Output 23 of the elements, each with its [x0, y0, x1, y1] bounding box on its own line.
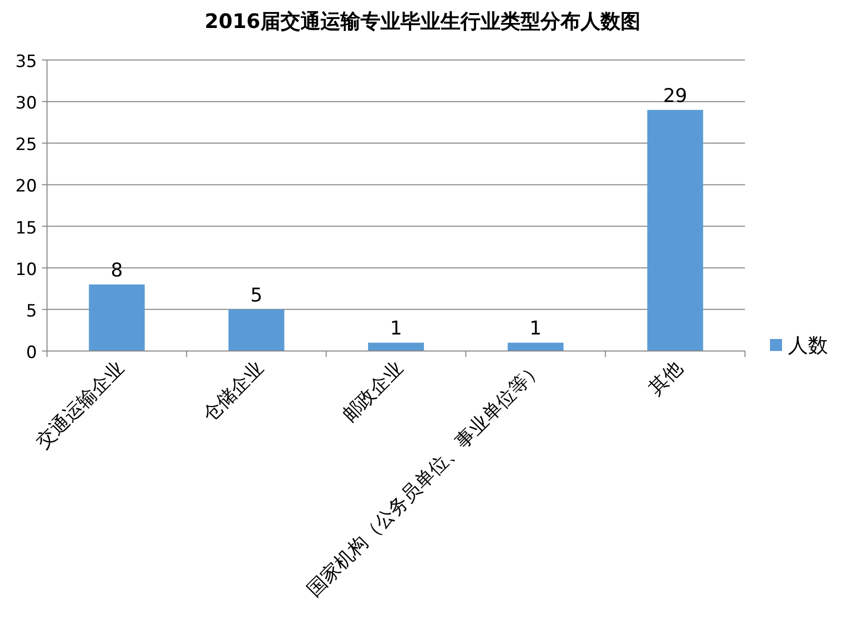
bar	[508, 342, 564, 351]
x-tick-label: 其他	[644, 356, 687, 400]
chart-title: 2016届交通运输专业毕业生行业类型分布人数图	[204, 9, 640, 33]
y-tick-label: 5	[26, 301, 37, 322]
data-label: 1	[390, 318, 402, 340]
y-tick-label: 15	[15, 218, 37, 238]
data-label: 5	[250, 284, 262, 306]
bar	[647, 110, 704, 351]
y-tick-label: 10	[15, 260, 37, 280]
y-tick-label: 30	[15, 94, 37, 114]
bar	[88, 284, 145, 351]
bar	[368, 342, 424, 351]
y-tick-label: 25	[15, 135, 37, 156]
data-label: 1	[530, 318, 542, 340]
bar	[228, 309, 284, 351]
x-tick-label: 仓储企业	[198, 356, 268, 426]
data-label: 8	[110, 259, 123, 282]
y-tick-label: 0	[26, 343, 37, 363]
data-label: 29	[663, 84, 688, 107]
y-tick-label: 20	[15, 176, 37, 197]
y-tick-label: 35	[15, 52, 37, 72]
legend-label: 人数	[788, 333, 828, 357]
x-tick-label: 邮政企业	[338, 356, 408, 426]
